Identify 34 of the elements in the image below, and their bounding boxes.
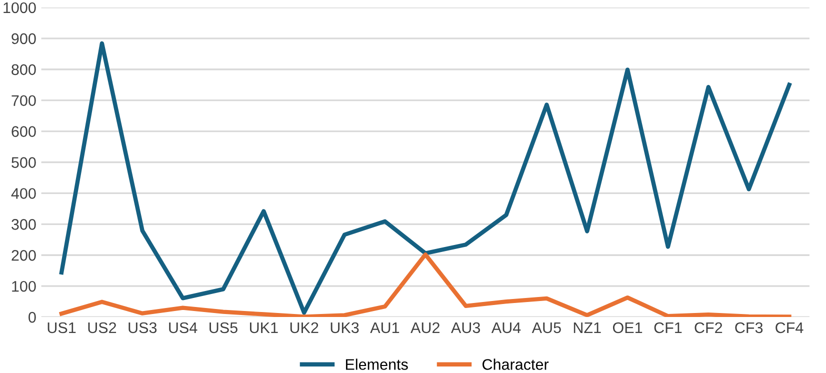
x-tick-label: AU2 [410, 322, 440, 334]
legend-label: Character [482, 358, 549, 370]
line-series [59, 41, 792, 315]
x-tick-label: UK1 [250, 322, 278, 334]
x-tick-label: AU3 [450, 322, 480, 334]
x-tick-label: US3 [128, 322, 157, 334]
y-tick-label: 700 [12, 95, 36, 106]
x-tick-label: CF1 [654, 322, 682, 334]
y-tick-label: 100 [12, 280, 36, 292]
x-tick-label: US4 [169, 322, 198, 334]
x-tick-label: AU1 [370, 322, 400, 334]
y-tick-label: 0 [28, 312, 36, 323]
y-tick-label: 600 [12, 126, 36, 137]
x-tick-label: NZ1 [574, 322, 601, 333]
y-tick-label: 200 [12, 250, 36, 261]
y-tick-label: 1000 [4, 2, 36, 14]
y-tick-label: 400 [11, 188, 36, 199]
x-tick-label: US1 [48, 322, 76, 334]
x-tick-label: OE1 [612, 322, 642, 334]
x-tick-label: UK3 [330, 322, 359, 334]
y-tick-label: 900 [12, 33, 36, 44]
y-tick-label: 500 [12, 157, 36, 168]
x-tick-label: UK2 [290, 322, 318, 334]
y-tick-label: 300 [12, 219, 36, 230]
x-tick-label: US5 [210, 322, 238, 334]
x-tick-label: CF4 [776, 322, 804, 334]
x-tick-label: AU4 [491, 322, 521, 334]
legend-label: Elements [346, 358, 408, 370]
x-tick-label: AU5 [532, 322, 561, 334]
y-tick-label: 800 [12, 64, 36, 76]
x-tick-label: CF3 [735, 322, 763, 334]
x-tick-label: CF2 [694, 322, 722, 334]
line-series [59, 252, 792, 318]
x-tick-label: US2 [88, 322, 116, 334]
